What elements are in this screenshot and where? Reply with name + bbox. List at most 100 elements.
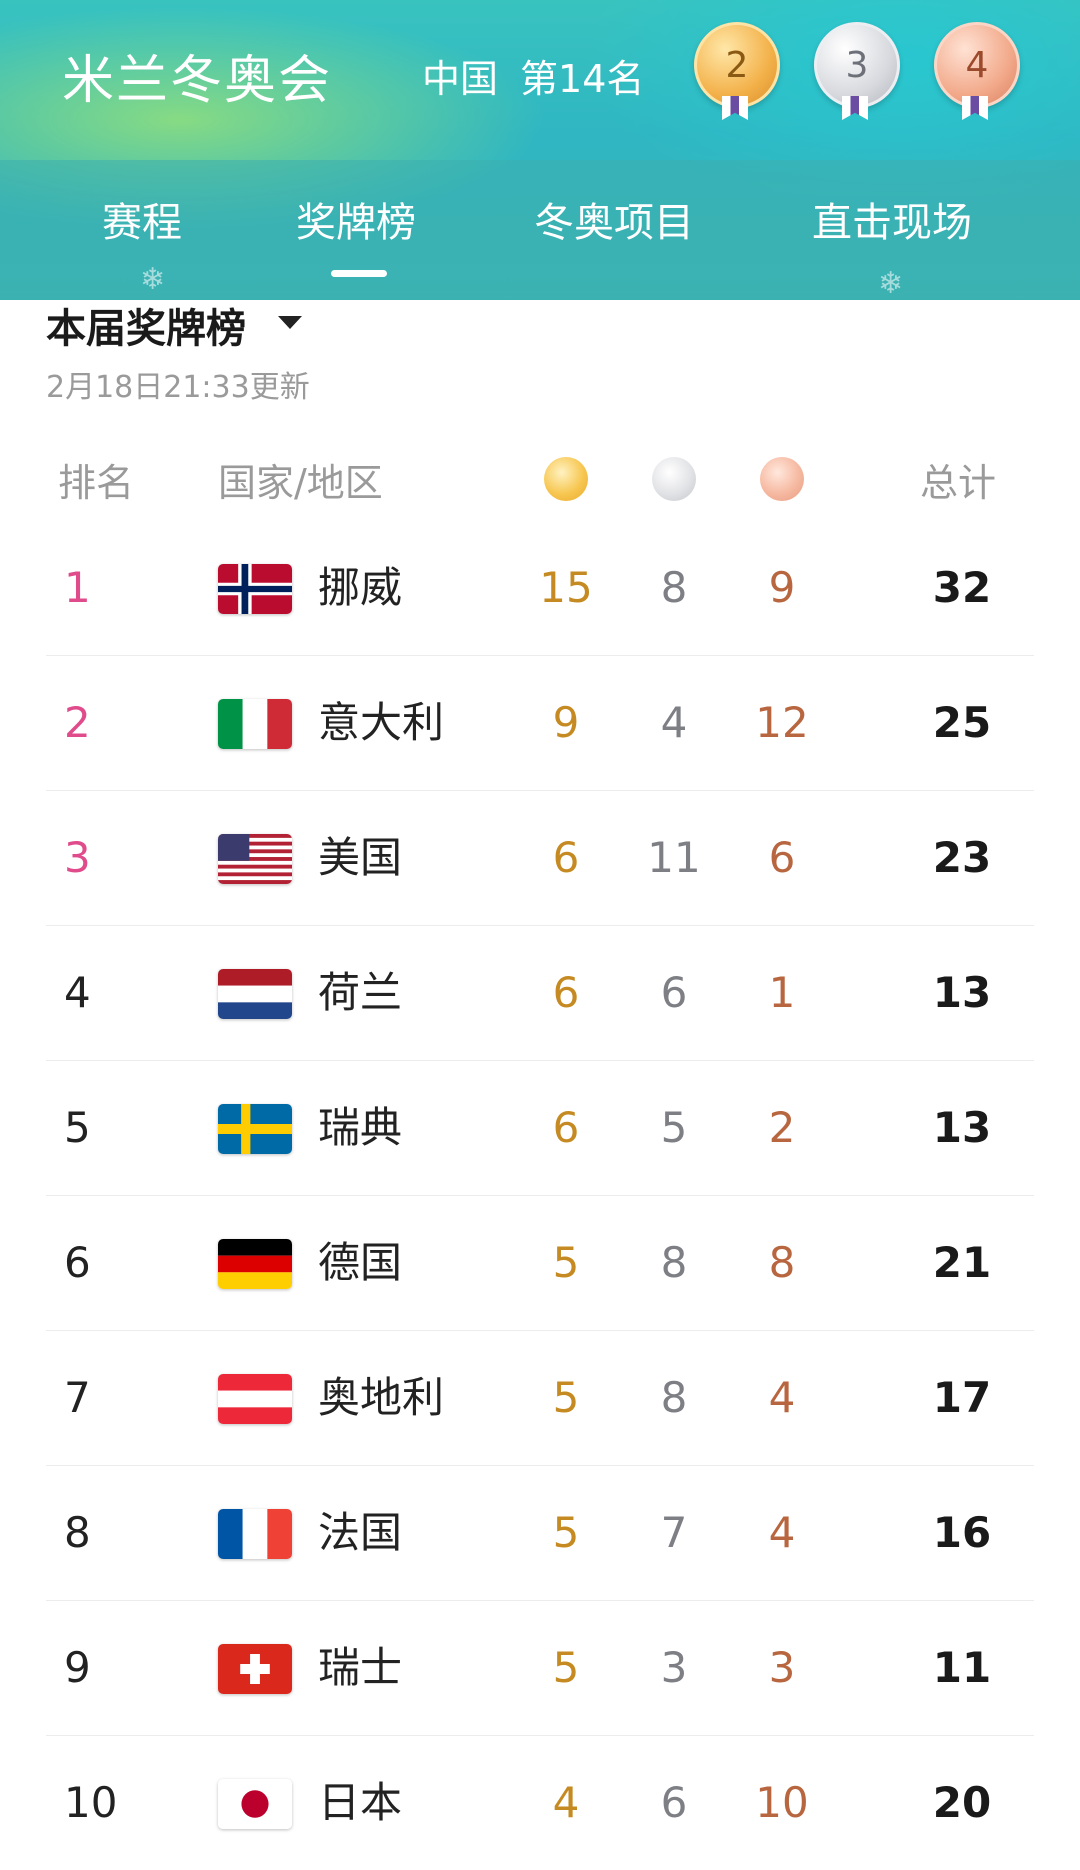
- rank-cell: 5: [64, 1103, 91, 1152]
- italy-flag-icon: [218, 699, 292, 749]
- country-rank: 第14名: [520, 57, 645, 101]
- caret-down-icon[interactable]: [278, 316, 302, 329]
- silver-count-cell: 3: [660, 1643, 688, 1692]
- total-count-cell: 23: [932, 833, 992, 882]
- country-cell: 美国: [318, 833, 403, 882]
- silver-count-cell: 11: [647, 833, 701, 882]
- bronze-medal-count: 4: [934, 22, 1020, 108]
- silver-medal-count: 3: [814, 22, 900, 108]
- bronze-medal-icon: [760, 457, 804, 501]
- country-cell: 瑞士: [318, 1643, 403, 1692]
- ribbon-icon: [962, 96, 988, 120]
- table-row[interactable]: 4 荷兰 6 6 1 13: [46, 925, 1034, 1061]
- bronze-count-cell: 1: [768, 968, 796, 1017]
- app-title: 米兰冬奥会: [62, 51, 333, 111]
- bronze-count-cell: 4: [768, 1508, 796, 1557]
- header-banner: ❄ ❄ 米兰冬奥会 中国 第14名 2 3 4 赛程 奖牌榜 冬奥项目 直击现场: [0, 0, 1080, 300]
- silver-count-cell: 7: [660, 1508, 688, 1557]
- gold-medal-badge: 2: [694, 22, 780, 124]
- snowflake-icon: ❄: [878, 266, 904, 300]
- silver-count-cell: 8: [660, 563, 688, 612]
- section-title[interactable]: 本届奖牌榜: [46, 306, 246, 352]
- usa-flag-icon: [218, 834, 292, 884]
- gold-count-cell: 5: [552, 1238, 580, 1287]
- table-row[interactable]: 9 瑞士 5 3 3 11: [46, 1600, 1034, 1736]
- ribbon-icon: [722, 96, 748, 120]
- rank-cell: 2: [64, 698, 91, 747]
- rank-cell: 8: [64, 1508, 91, 1557]
- netherlands-flag-icon: [218, 969, 292, 1019]
- country-cell: 瑞典: [318, 1103, 403, 1152]
- country-cell: 荷兰: [318, 968, 403, 1017]
- tab-winter-events[interactable]: 冬奥项目: [534, 200, 694, 246]
- switzerland-flag-icon: [218, 1644, 292, 1694]
- total-count-cell: 16: [932, 1508, 992, 1557]
- column-header-rank: 排名: [58, 461, 135, 505]
- country-cell: 奥地利: [318, 1373, 445, 1422]
- france-flag-icon: [218, 1509, 292, 1559]
- gold-count-cell: 5: [552, 1508, 580, 1557]
- gold-count-cell: 9: [552, 698, 580, 747]
- gold-medal-icon: [544, 457, 588, 501]
- total-count-cell: 21: [932, 1238, 992, 1287]
- bronze-count-cell: 12: [755, 698, 809, 747]
- silver-count-cell: 4: [660, 698, 688, 747]
- bronze-count-cell: 8: [768, 1238, 796, 1287]
- gold-count-cell: 15: [539, 563, 593, 612]
- table-row[interactable]: 10 日本 4 6 10 20: [46, 1735, 1034, 1870]
- table-row[interactable]: 3 美国 6 11 6 23: [46, 790, 1034, 926]
- update-timestamp: 2月18日21:33更新: [46, 370, 310, 405]
- country-cell: 德国: [318, 1238, 403, 1287]
- sweden-flag-icon: [218, 1104, 292, 1154]
- silver-medal-badge: 3: [814, 22, 900, 124]
- table-row[interactable]: 2 意大利 9 4 12 25: [46, 655, 1034, 791]
- silver-count-cell: 6: [660, 968, 688, 1017]
- country-cell: 日本: [318, 1778, 403, 1827]
- silver-count-cell: 6: [660, 1778, 688, 1827]
- table-row[interactable]: 1 挪威 15 8 9 32: [46, 520, 1034, 656]
- bronze-count-cell: 4: [768, 1373, 796, 1422]
- country-cell: 意大利: [318, 698, 445, 747]
- total-count-cell: 13: [932, 968, 992, 1017]
- rank-cell: 1: [64, 563, 91, 612]
- silver-count-cell: 5: [660, 1103, 688, 1152]
- table-row[interactable]: 5 瑞典 6 5 2 13: [46, 1060, 1034, 1196]
- bronze-medal-badge: 4: [934, 22, 1020, 124]
- tab-medal-table[interactable]: 奖牌榜: [296, 200, 416, 246]
- japan-flag-icon: [218, 1779, 292, 1829]
- rank-cell: 9: [64, 1643, 91, 1692]
- rank-cell: 6: [64, 1238, 91, 1287]
- table-row[interactable]: 7 奥地利 5 8 4 17: [46, 1330, 1034, 1466]
- country-name: 中国: [422, 57, 499, 101]
- rank-cell: 4: [64, 968, 91, 1017]
- norway-flag-icon: [218, 564, 292, 614]
- total-count-cell: 17: [932, 1373, 992, 1422]
- austria-flag-icon: [218, 1374, 292, 1424]
- gold-count-cell: 6: [552, 833, 580, 882]
- table-row[interactable]: 8 法国 5 7 4 16: [46, 1465, 1034, 1601]
- silver-count-cell: 8: [660, 1373, 688, 1422]
- rank-cell: 7: [64, 1373, 91, 1422]
- total-count-cell: 25: [932, 698, 992, 747]
- tab-live-scene[interactable]: 直击现场: [812, 200, 972, 246]
- tab-bar: 赛程 奖牌榜 冬奥项目 直击现场: [0, 190, 1080, 280]
- rank-cell: 3: [64, 833, 91, 882]
- gold-count-cell: 6: [552, 968, 580, 1017]
- bronze-count-cell: 3: [768, 1643, 796, 1692]
- bronze-count-cell: 6: [768, 833, 796, 882]
- bronze-count-cell: 9: [768, 563, 796, 612]
- gold-count-cell: 4: [552, 1778, 580, 1827]
- column-header-country: 国家/地区: [218, 461, 383, 505]
- silver-count-cell: 8: [660, 1238, 688, 1287]
- bronze-count-cell: 10: [755, 1778, 809, 1827]
- rank-cell: 10: [64, 1778, 118, 1827]
- table-row[interactable]: 6 德国 5 8 8 21: [46, 1195, 1034, 1331]
- total-count-cell: 13: [932, 1103, 992, 1152]
- tab-schedule[interactable]: 赛程: [102, 200, 182, 246]
- china-rank-summary[interactable]: 中国 第14名: [422, 48, 644, 103]
- total-count-cell: 11: [932, 1643, 992, 1692]
- column-header-total: 总计: [920, 461, 997, 505]
- ribbon-icon: [842, 96, 868, 120]
- gold-medal-count: 2: [694, 22, 780, 108]
- total-count-cell: 32: [932, 563, 992, 612]
